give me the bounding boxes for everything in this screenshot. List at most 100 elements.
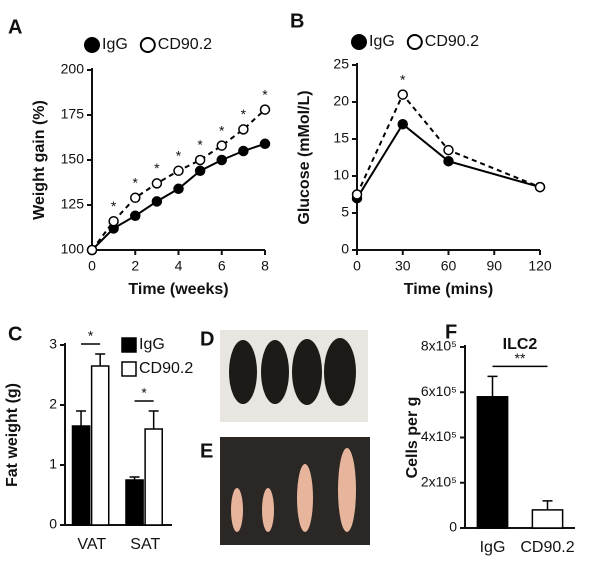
data-point: [194, 165, 206, 177]
y-tick-label: 10: [333, 167, 349, 183]
significance-label: *: [262, 86, 268, 102]
data-point: [216, 140, 227, 151]
error-bar: [76, 410, 87, 426]
data-point: [259, 138, 271, 150]
x-tick-label: 6: [218, 258, 226, 274]
x-tick-label: 8: [261, 258, 269, 274]
x-tick-label: SAT: [130, 536, 160, 553]
x-tick-label: 120: [528, 258, 552, 274]
x-tick-label: CD90.2: [520, 539, 574, 556]
error-bar: [542, 500, 553, 510]
y-tick-label: 3: [49, 336, 57, 352]
photo-d: [220, 330, 368, 422]
significance-label: *: [241, 106, 247, 122]
y-tick-label: 100: [61, 241, 85, 257]
series-line: [356, 122, 541, 199]
bar: [531, 509, 564, 529]
x-tick-label: 2: [131, 258, 139, 274]
data-point: [443, 144, 454, 156]
y-tick-label: 6x10⁵: [421, 383, 457, 399]
y-tick-label: 4x10⁵: [421, 428, 457, 444]
legend-label: IgG: [369, 33, 395, 50]
significance-label: *: [197, 137, 203, 153]
data-point: [443, 155, 454, 167]
data-point: [151, 196, 163, 207]
bar: [71, 425, 91, 526]
data-point: [351, 189, 363, 200]
y-tick-label: 200: [61, 61, 85, 77]
x-tick-label: 0: [88, 258, 96, 274]
significance-label: *: [176, 148, 182, 164]
series-line: [356, 92, 541, 195]
chart-title: ILC2: [503, 336, 538, 353]
x-tick-label: 90: [486, 258, 502, 274]
x-tick-label: 30: [395, 258, 411, 274]
y-axis-label: Weight gain (%): [31, 100, 48, 220]
legend-label: IgG: [102, 36, 128, 53]
error-bar: [129, 476, 140, 480]
y-tick-label: 0: [341, 241, 349, 257]
bar: [125, 479, 144, 526]
y-tick-label: 2x10⁵: [421, 473, 457, 489]
x-axis-label: Time (mins): [404, 281, 494, 298]
data-point: [534, 181, 546, 193]
panel-label: D: [200, 328, 214, 350]
error-bar: [95, 353, 106, 366]
legend-label: IgG: [139, 336, 165, 353]
x-tick-label: 4: [175, 258, 183, 274]
panel-label: E: [200, 440, 213, 462]
panel-label: B: [290, 10, 304, 32]
panel-label: F: [445, 321, 457, 343]
y-axis-label: Fat weight (g): [4, 383, 21, 487]
bar: [90, 365, 110, 526]
data-point: [173, 165, 184, 177]
significance-label: *: [133, 175, 139, 191]
panel-label: C: [8, 323, 22, 345]
x-tick-label: VAT: [77, 536, 106, 553]
significance-label: **: [515, 350, 526, 366]
data-point: [397, 89, 408, 100]
legend-marker: [139, 37, 156, 53]
legend-marker: [351, 34, 367, 50]
y-tick-label: 175: [61, 106, 85, 122]
data-point: [130, 192, 141, 204]
y-tick-label: 8x10⁵: [421, 338, 457, 354]
bar: [144, 428, 163, 526]
data-point: [130, 210, 141, 222]
significance-label: *: [154, 160, 160, 176]
data-point: [151, 178, 163, 189]
data-point: [397, 118, 408, 130]
data-point: [173, 183, 184, 195]
y-tick-label: 5: [341, 204, 349, 220]
x-tick-label: 0: [353, 258, 361, 274]
data-point: [108, 215, 119, 227]
significance-label: *: [219, 122, 225, 138]
y-tick-label: 20: [333, 93, 349, 109]
data-point: [259, 104, 271, 115]
y-tick-label: 0: [449, 519, 457, 535]
significance-label: *: [400, 71, 406, 87]
data-point: [238, 124, 249, 135]
bar: [476, 396, 509, 529]
y-tick-label: 2: [49, 396, 57, 412]
legend-label: CD90.2: [139, 360, 193, 377]
y-tick-label: 25: [333, 56, 349, 72]
legend-marker: [121, 337, 137, 353]
data-point: [216, 154, 227, 166]
legend-marker: [406, 34, 423, 50]
data-point: [194, 154, 206, 166]
legend-marker: [121, 361, 137, 377]
significance-label: *: [111, 198, 117, 214]
significance-label: *: [88, 328, 94, 344]
y-tick-label: 150: [61, 151, 85, 167]
legend-label: CD90.2: [425, 33, 479, 50]
legend-label: CD90.2: [158, 36, 212, 53]
legend-marker: [84, 37, 100, 53]
y-tick-label: 0: [49, 516, 57, 532]
y-tick-label: 15: [333, 130, 349, 146]
error-bar: [148, 410, 159, 429]
photo-e: [220, 437, 370, 545]
significance-label: *: [141, 385, 147, 401]
x-axis-label: Time (weeks): [128, 281, 228, 298]
